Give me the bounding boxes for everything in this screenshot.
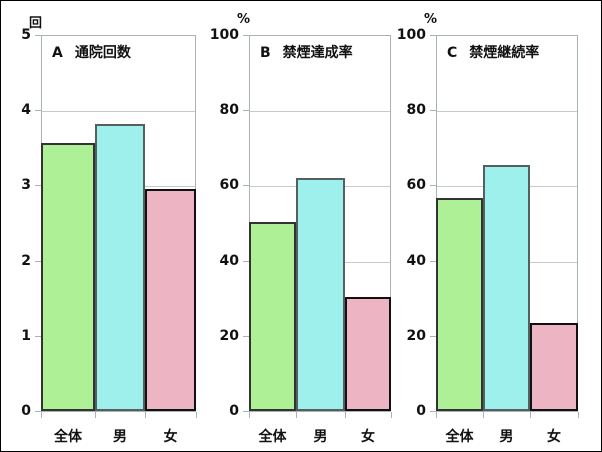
- y-tick-mark: [35, 110, 41, 112]
- x-tick-mark: [530, 412, 531, 418]
- plot-area: B 禁煙達成率: [249, 35, 391, 412]
- chart-title-text: 禁煙達成率: [282, 45, 353, 61]
- gridline: [437, 111, 577, 113]
- x-tick-mark: [345, 412, 346, 418]
- y-tick-label: 60: [219, 177, 239, 194]
- x-label-female: 女: [547, 429, 561, 445]
- x-tick-mark: [41, 412, 42, 418]
- y-tick-label: 0: [21, 403, 31, 419]
- x-tick-mark: [95, 412, 96, 418]
- y-tick-label: 80: [219, 102, 239, 119]
- y-tick-mark: [430, 185, 436, 187]
- y-tick-label: 40: [219, 252, 239, 269]
- y-tick-label: 20: [219, 327, 239, 344]
- y-tick-mark: [35, 35, 41, 36]
- y-unit-label: 回: [29, 16, 43, 31]
- bar-female: [345, 297, 391, 411]
- y-tick-mark: [35, 185, 41, 187]
- x-tick-mark: [436, 412, 437, 418]
- y-tick-mark: [243, 35, 249, 36]
- bar-male: [483, 165, 530, 411]
- x-label-all: 全体: [258, 429, 287, 445]
- x-tick-mark: [391, 412, 392, 418]
- y-tick-mark: [35, 260, 41, 262]
- y-tick-label: 0: [416, 403, 426, 419]
- bar-all: [41, 143, 95, 411]
- y-tick-mark: [243, 260, 249, 262]
- y-tick-label: 0: [229, 403, 239, 419]
- bar-male: [95, 123, 145, 411]
- x-label-all: 全体: [54, 429, 82, 445]
- x-label-female: 女: [163, 429, 178, 445]
- chart-title-text: 通院回数: [74, 45, 131, 61]
- gridline: [250, 111, 390, 113]
- y-tick-label: 60: [406, 177, 426, 194]
- chart-title: C 禁煙継続率: [447, 42, 539, 62]
- x-tick-mark: [578, 412, 579, 418]
- y-tick-mark: [430, 35, 436, 36]
- y-tick-label: 80: [406, 102, 426, 119]
- x-label-male: 男: [499, 429, 514, 445]
- y-tick-label: 100: [209, 27, 239, 43]
- panel-letter: A: [52, 45, 63, 61]
- chart-title-text: 禁煙継続率: [469, 45, 540, 61]
- x-tick-mark: [483, 412, 484, 418]
- y-tick-label: 3: [21, 177, 31, 194]
- y-tick-label: 4: [21, 102, 31, 119]
- gridline: [42, 111, 195, 113]
- y-tick-mark: [430, 335, 436, 337]
- y-tick-label: 2: [21, 252, 31, 269]
- bar-all: [436, 198, 483, 411]
- y-tick-mark: [35, 335, 41, 337]
- y-unit-label: %: [237, 12, 251, 27]
- bar-female: [145, 189, 196, 411]
- y-tick-mark: [35, 411, 41, 412]
- x-tick-mark: [196, 412, 197, 418]
- x-label-all: 全体: [445, 429, 474, 445]
- bar-all: [249, 221, 296, 411]
- x-tick-mark: [249, 412, 250, 418]
- x-label-female: 女: [361, 429, 375, 445]
- bar-male: [296, 177, 345, 411]
- y-tick-label: 100: [396, 27, 426, 43]
- y-tick-mark: [430, 260, 436, 262]
- y-tick-mark: [430, 411, 436, 412]
- x-tick-mark: [296, 412, 297, 418]
- bar-female: [530, 323, 578, 411]
- y-tick-label: 5: [21, 27, 31, 43]
- y-tick-mark: [243, 110, 249, 112]
- x-tick-mark: [145, 412, 146, 418]
- panel-letter: B: [260, 45, 271, 61]
- chart-title: A 通院回数: [52, 42, 131, 62]
- plot-area: A 通院回数: [41, 35, 196, 412]
- y-tick-mark: [430, 110, 436, 112]
- plot-area: C 禁煙継続率: [436, 35, 578, 412]
- y-tick-label: 20: [406, 327, 426, 344]
- panel-letter: C: [447, 45, 458, 61]
- y-tick-label: 40: [406, 252, 426, 269]
- y-tick-mark: [243, 335, 249, 337]
- x-label-male: 男: [113, 429, 127, 445]
- y-tick-label: 1: [21, 327, 31, 344]
- chart-title: B 禁煙達成率: [260, 42, 353, 62]
- x-label-male: 男: [313, 429, 328, 445]
- y-tick-mark: [243, 411, 249, 412]
- y-tick-mark: [243, 185, 249, 187]
- y-unit-label: %: [424, 12, 438, 27]
